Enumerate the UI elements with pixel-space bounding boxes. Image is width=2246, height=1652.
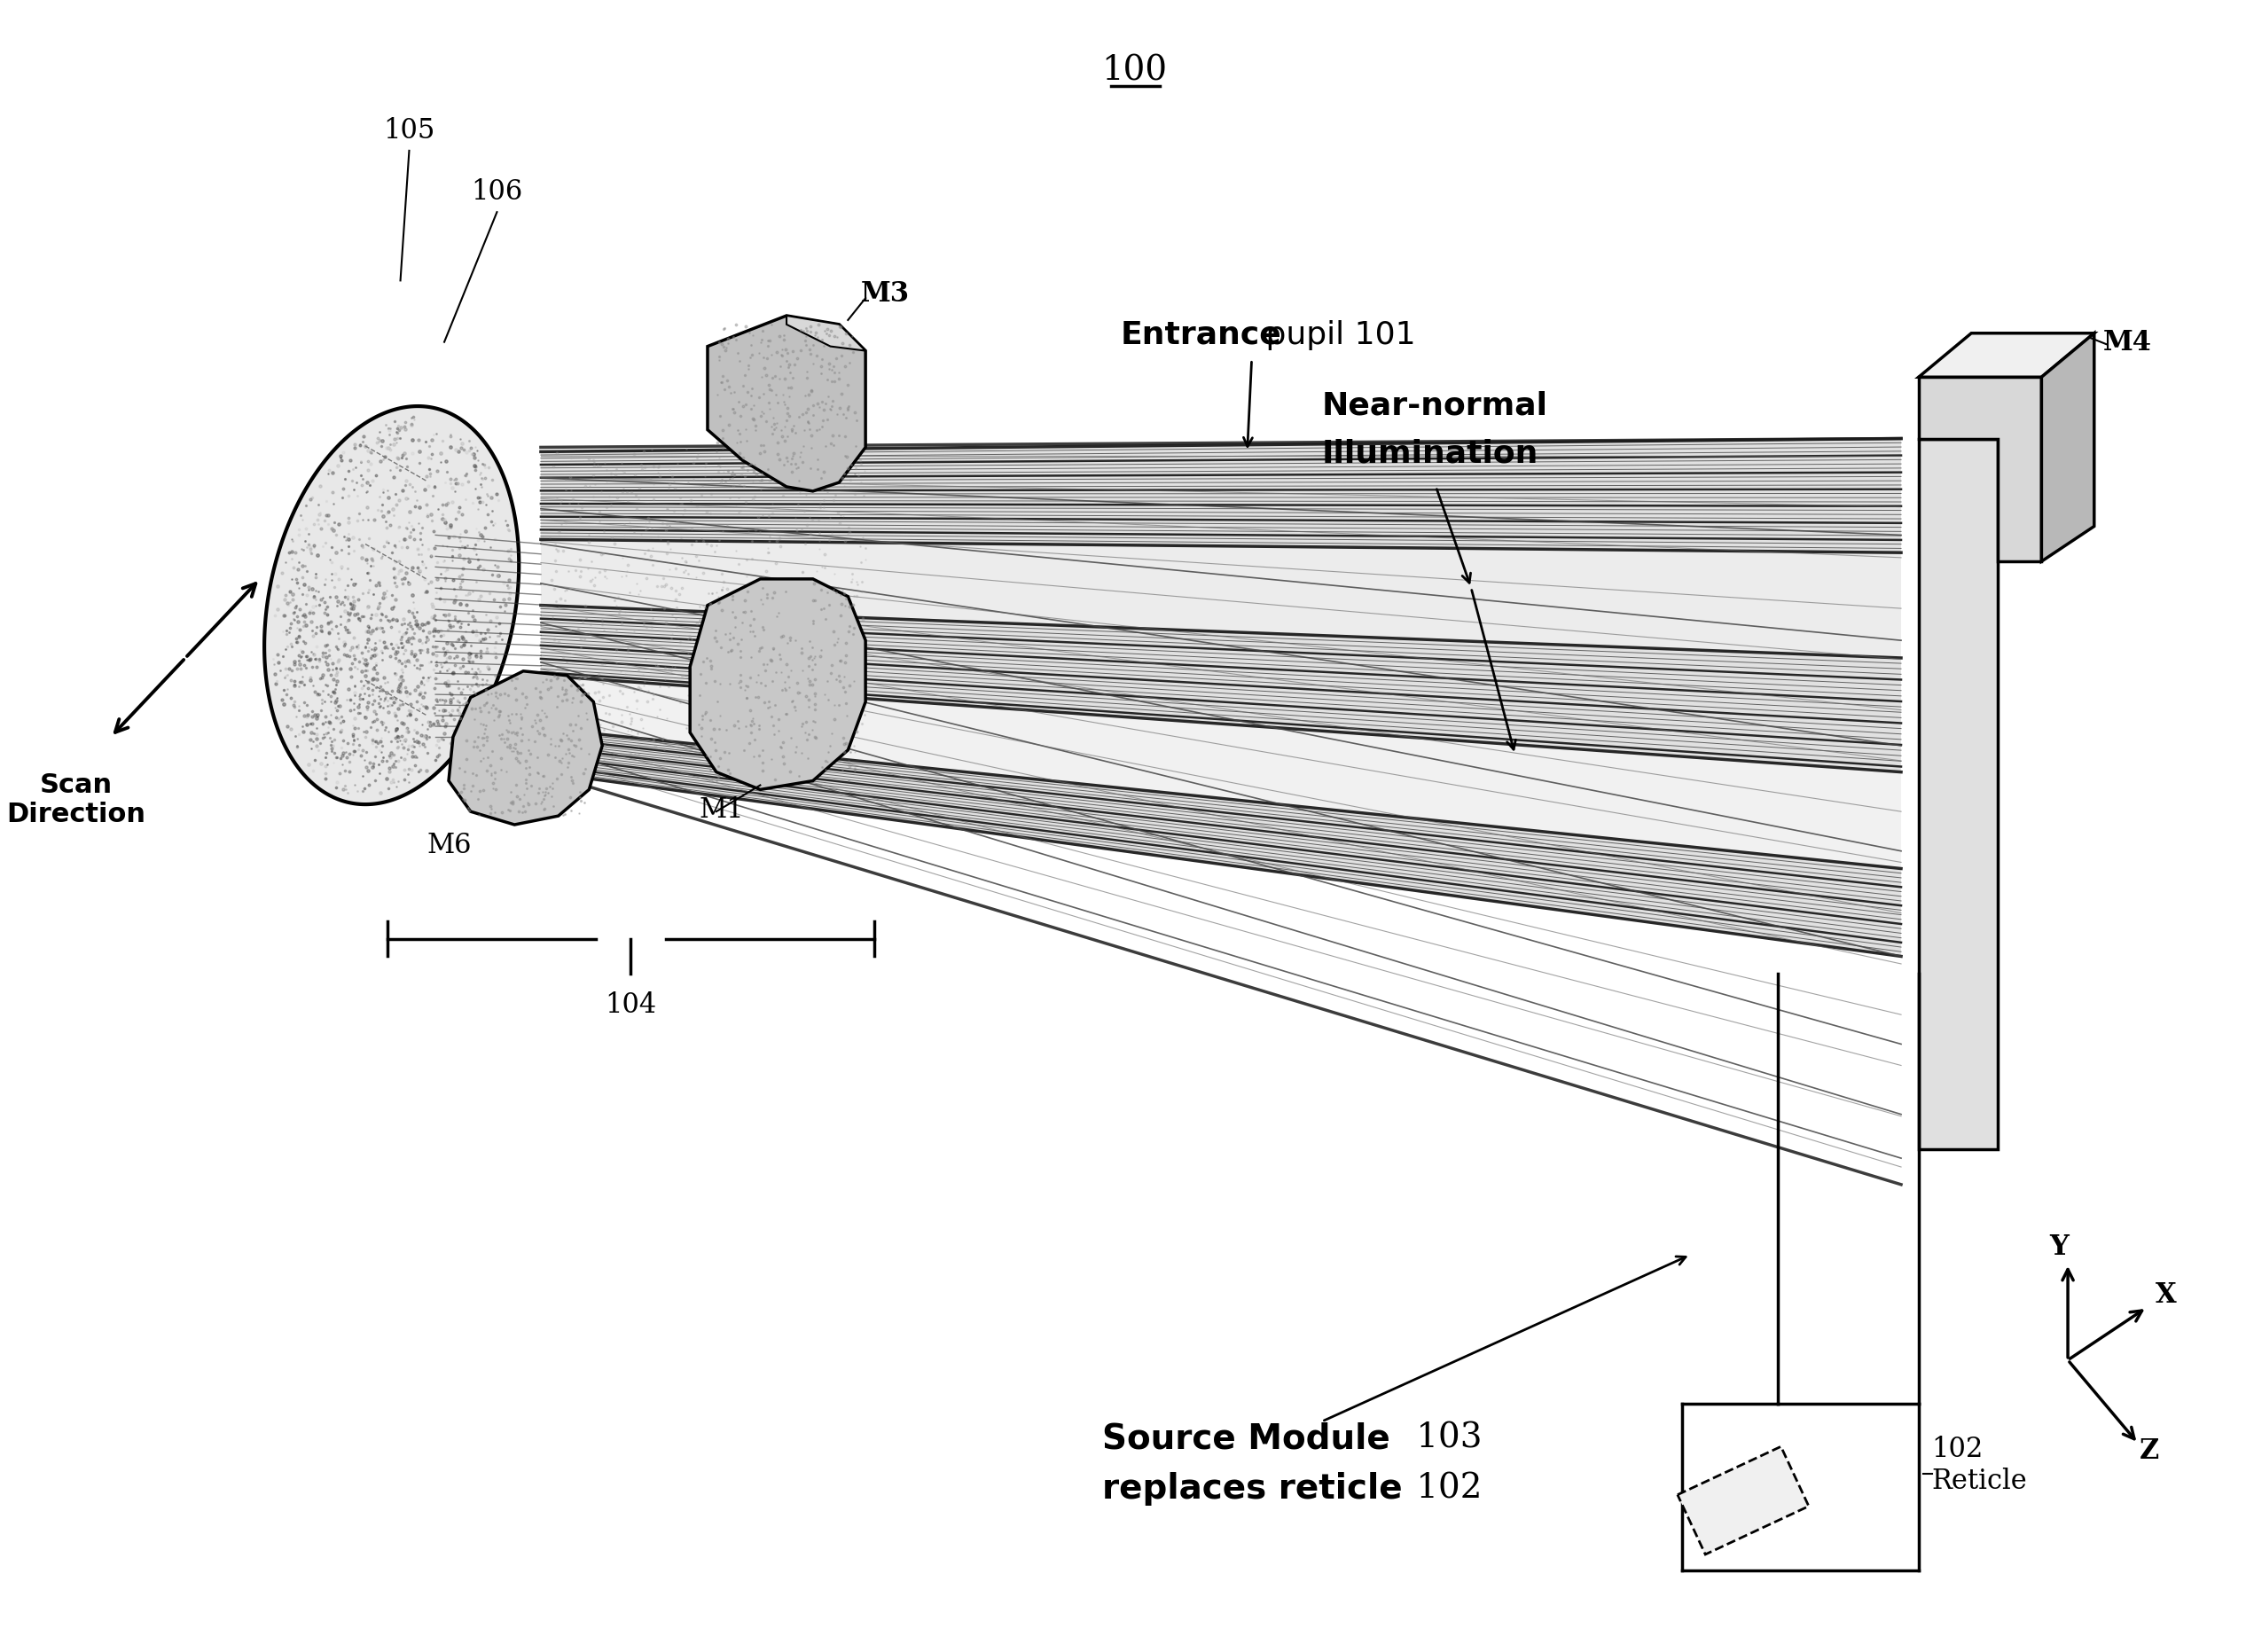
Polygon shape: [707, 316, 865, 491]
Text: M3: M3: [860, 281, 910, 307]
Text: M6: M6: [427, 831, 472, 859]
Polygon shape: [541, 729, 1900, 957]
Text: Source Module: Source Module: [1103, 1421, 1390, 1455]
Polygon shape: [690, 578, 865, 790]
Text: Illumination: Illumination: [1323, 438, 1539, 469]
Text: M1: M1: [699, 796, 743, 824]
Text: X: X: [2156, 1282, 2176, 1310]
Text: 105: 105: [384, 117, 436, 144]
Text: 106: 106: [472, 178, 523, 206]
Text: pupil 101: pupil 101: [1256, 320, 1415, 350]
Text: Scan
Direction: Scan Direction: [7, 771, 146, 828]
Polygon shape: [541, 438, 1900, 553]
Text: Near-normal: Near-normal: [1323, 390, 1547, 420]
Polygon shape: [1918, 377, 2042, 562]
Polygon shape: [2042, 334, 2093, 562]
Text: Y: Y: [2048, 1234, 2069, 1260]
Polygon shape: [1918, 438, 1997, 1150]
Polygon shape: [541, 676, 1900, 869]
Text: 102
Reticle: 102 Reticle: [1932, 1436, 2028, 1495]
Text: Z: Z: [2140, 1437, 2161, 1465]
Polygon shape: [1918, 334, 2093, 377]
Text: M4: M4: [2102, 329, 2152, 357]
Text: 100: 100: [1101, 55, 1168, 88]
Polygon shape: [1678, 1447, 1808, 1555]
Polygon shape: [265, 406, 519, 805]
Polygon shape: [786, 316, 865, 350]
Text: 104: 104: [604, 991, 656, 1019]
Polygon shape: [449, 671, 602, 824]
Text: 102: 102: [1406, 1472, 1482, 1505]
Text: 103: 103: [1406, 1421, 1482, 1454]
Text: Entrance: Entrance: [1121, 320, 1280, 350]
Polygon shape: [541, 605, 1900, 771]
Polygon shape: [541, 540, 1900, 657]
Text: replaces reticle: replaces reticle: [1103, 1472, 1404, 1507]
